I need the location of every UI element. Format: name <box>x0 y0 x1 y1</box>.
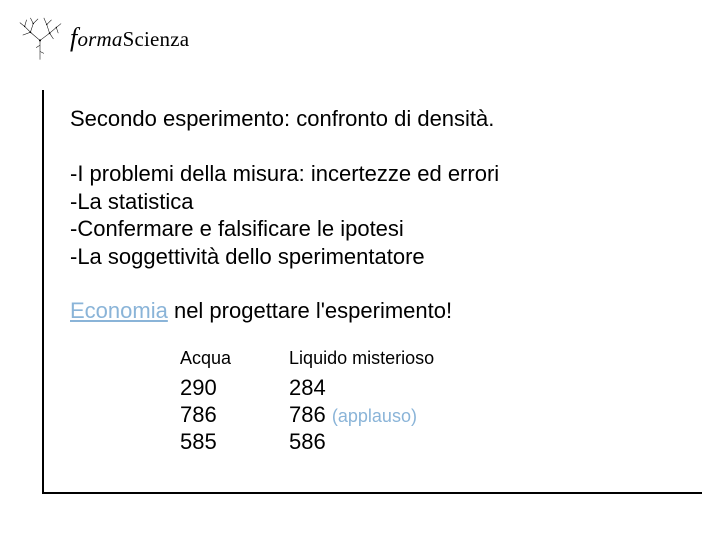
column-header: Liquido misterioso <box>289 348 434 369</box>
bullet-item: -La statistica <box>70 188 670 216</box>
economy-highlight: Economia <box>70 298 168 323</box>
slide-content: Secondo esperimento: confronto di densit… <box>70 106 670 455</box>
brand-upright-part: cienza <box>134 27 189 51</box>
frame-horizontal-line <box>42 492 702 494</box>
column-acqua: Acqua 290 786 585 <box>180 348 231 455</box>
bullet-list: -I problemi della misura: incertezze ed … <box>70 160 670 270</box>
value-number: 786 <box>289 402 326 427</box>
value-cell: 585 <box>180 429 231 456</box>
column-values: 284 786 (applauso) 586 <box>289 375 434 455</box>
brand-logo: formaScienza <box>16 14 189 62</box>
bullet-item: -La soggettività dello sperimentatore <box>70 243 670 271</box>
value-cell: 290 <box>180 375 231 402</box>
slide-title: Secondo esperimento: confronto di densit… <box>70 106 670 132</box>
economy-rest: nel progettare l'esperimento! <box>168 298 452 323</box>
value-annotation: (applauso) <box>332 406 417 426</box>
value-cell: 786 (applauso) <box>289 402 434 429</box>
data-columns: Acqua 290 786 585 Liquido misterioso 284… <box>70 348 670 455</box>
column-header: Acqua <box>180 348 231 369</box>
brand-text: formaScienza <box>70 23 189 53</box>
column-liquido: Liquido misterioso 284 786 (applauso) 58… <box>289 348 434 455</box>
value-cell: 786 <box>180 402 231 429</box>
economy-line: Economia nel progettare l'esperimento! <box>70 298 670 324</box>
column-values: 290 786 585 <box>180 375 231 455</box>
value-cell: 284 <box>289 375 434 402</box>
value-cell: 586 <box>289 429 434 456</box>
frame-vertical-line <box>42 90 44 494</box>
neuron-tree-icon <box>16 14 64 62</box>
brand-italic-part: orma <box>77 27 122 51</box>
bullet-item: -Confermare e falsificare le ipotesi <box>70 215 670 243</box>
bullet-item: -I problemi della misura: incertezze ed … <box>70 160 670 188</box>
